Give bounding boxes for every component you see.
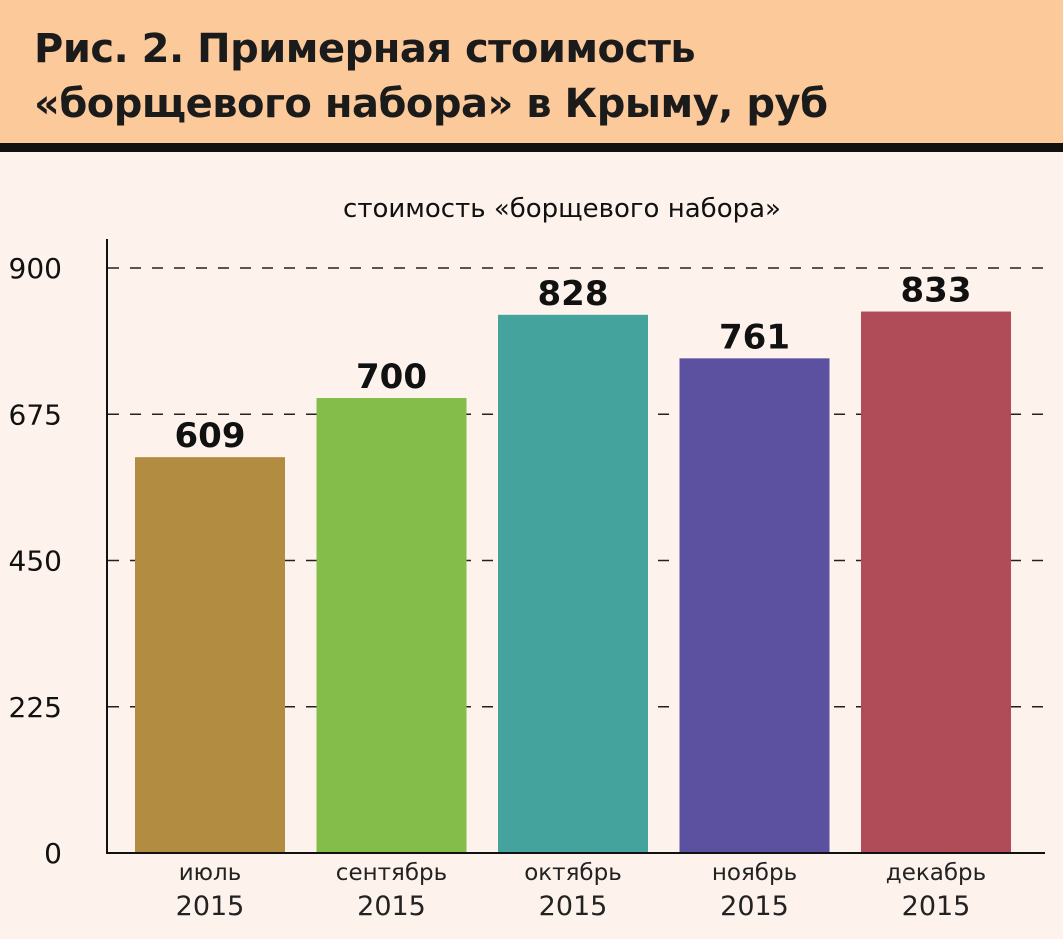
- bar-4: [861, 311, 1011, 853]
- y-tick-label-1: 225: [9, 691, 62, 724]
- data-label-0: 609: [175, 416, 246, 456]
- x-tick-label-4-line-0: декабрь: [886, 860, 986, 886]
- data-labels: 609 700 828 761 833: [175, 271, 972, 457]
- data-label-4: 833: [901, 271, 972, 311]
- y-axis-ticks: 0 225 450 675 900: [9, 252, 62, 870]
- x-tick-label-1-line-0: сентябрь: [336, 860, 447, 886]
- x-tick-label-3-line-0: ноябрь: [712, 860, 797, 886]
- data-label-1: 700: [356, 357, 427, 397]
- figure-title-line-1: Рис. 2. Примерная стоимость: [34, 26, 696, 72]
- bar-chart: стоимость «борщевого набора» 0 225 450 675 9…: [9, 194, 1045, 922]
- bars: [135, 311, 1011, 853]
- x-tick-label-0-line-0: июль: [179, 860, 242, 886]
- y-tick-label-3: 675: [9, 398, 62, 431]
- bar-0: [135, 457, 285, 853]
- x-tick-label-1-line-1: 2015: [357, 891, 426, 922]
- header-rule: [0, 143, 1063, 152]
- bar-2: [498, 314, 648, 853]
- data-label-3: 761: [719, 317, 790, 357]
- x-tick-label-2-line-0: октябрь: [524, 860, 622, 886]
- header-band: [0, 0, 1063, 143]
- data-label-2: 828: [538, 274, 609, 314]
- y-tick-label-4: 900: [9, 252, 62, 285]
- x-axis-ticks: июль 2015 сентябрь 2015 октябрь 2015 ноябрь 201…: [176, 860, 987, 922]
- y-tick-label-2: 450: [9, 545, 62, 578]
- bar-1: [316, 398, 467, 853]
- x-tick-label-0-line-1: 2015: [176, 891, 245, 922]
- x-tick-label-3-line-1: 2015: [720, 891, 789, 922]
- x-tick-label-4-line-1: 2015: [902, 891, 971, 922]
- figure-title: Рис. 2. Примерная стоимость «борщевого н…: [34, 22, 1034, 132]
- chart-title: стоимость «борщевого набора»: [343, 194, 781, 224]
- x-tick-label-2-line-1: 2015: [539, 891, 608, 922]
- bar-3: [679, 358, 830, 853]
- y-tick-label-0: 0: [44, 837, 62, 870]
- figure-title-line-2: «борщевого набора» в Крыму, руб: [34, 81, 828, 127]
